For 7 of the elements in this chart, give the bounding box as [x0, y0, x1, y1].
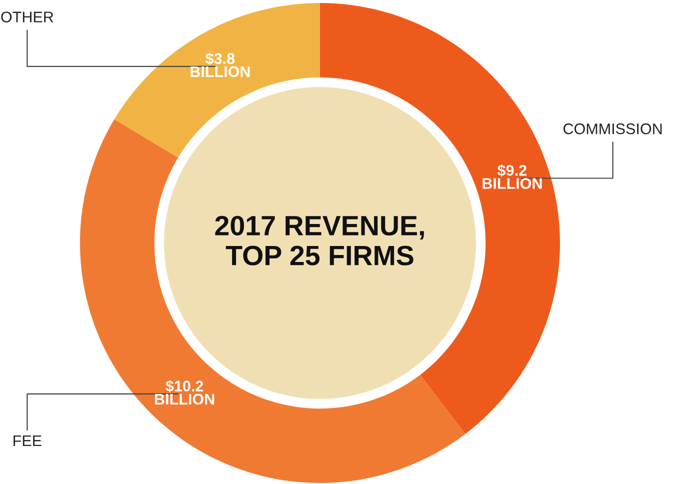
slice-label: FEE: [14, 436, 42, 446]
data-label: $10.2 BILLION: [155, 380, 214, 405]
data-label: $9.2 BILLION: [482, 164, 542, 189]
slice-label: OTHER: [1, 12, 54, 22]
data-label: $3.8 BILLION: [190, 52, 250, 78]
text: 2017 REVENUE, TOP 25 FIRMS: [215, 216, 424, 266]
slice-label: COMMISSION: [564, 123, 662, 134]
